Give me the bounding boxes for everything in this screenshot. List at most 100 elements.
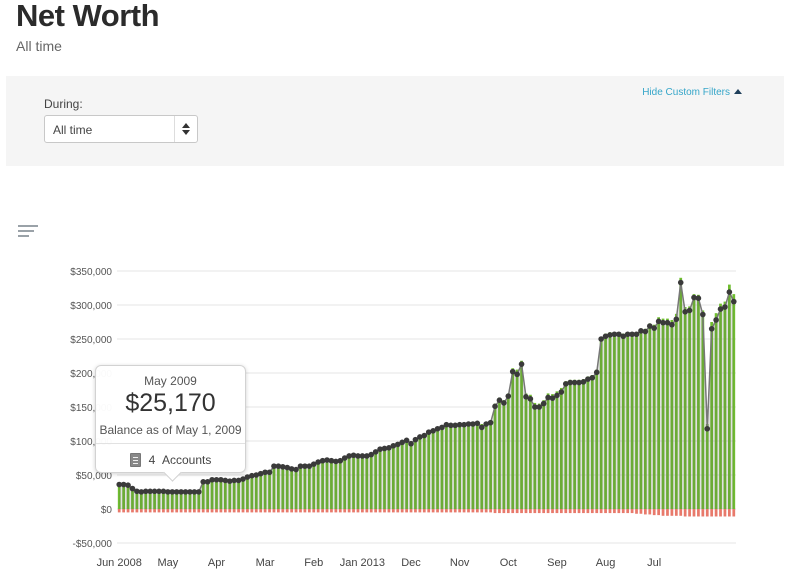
asset-bar xyxy=(400,441,404,509)
debt-bar xyxy=(246,509,249,513)
net-worth-point xyxy=(549,395,556,401)
net-worth-point xyxy=(646,323,653,329)
debt-bar xyxy=(705,509,709,517)
net-worth-point xyxy=(585,376,591,382)
up-down-arrows-icon xyxy=(182,123,190,135)
net-worth-point xyxy=(257,470,264,477)
net-worth-point xyxy=(240,476,246,482)
asset-bar xyxy=(714,313,718,509)
net-worth-point xyxy=(284,464,291,471)
asset-bar xyxy=(422,434,426,509)
tooltip-month: May 2009 xyxy=(144,374,197,388)
net-worth-point xyxy=(147,488,153,495)
net-worth-point xyxy=(271,463,277,469)
net-worth-point xyxy=(337,457,344,464)
y-tick-label: $300,000 xyxy=(70,301,112,312)
hide-custom-filters-label[interactable]: Hide Custom Filters xyxy=(642,87,730,98)
asset-bar xyxy=(378,447,382,509)
debt-bar xyxy=(117,509,121,513)
debt-bar xyxy=(197,509,201,513)
net-worth-point xyxy=(403,437,410,444)
asset-bar xyxy=(652,324,656,509)
asset-bar xyxy=(719,303,722,509)
net-worth-point xyxy=(244,474,251,480)
asset-bar xyxy=(321,459,324,509)
debt-bar xyxy=(374,509,378,513)
asset-bar xyxy=(533,402,537,509)
asset-bar xyxy=(219,477,223,509)
debt-bar xyxy=(661,509,665,516)
debt-bar xyxy=(515,509,519,514)
asset-bar xyxy=(692,294,696,509)
asset-bar xyxy=(396,443,400,509)
debt-bar xyxy=(630,509,634,514)
net-worth-point xyxy=(660,319,666,326)
tooltip-value: $25,170 xyxy=(125,389,216,417)
asset-bar xyxy=(723,301,727,509)
asset-bar xyxy=(250,473,254,509)
asset-bar xyxy=(697,294,700,509)
debt-bar xyxy=(564,509,568,514)
asset-bar xyxy=(312,462,316,509)
net-worth-point xyxy=(470,421,476,427)
debt-bar xyxy=(453,509,457,513)
net-worth-chart: $350,000 $300,000 $250,000 $200,000 $150,000… xyxy=(70,267,737,569)
debt-bar xyxy=(652,509,656,516)
net-worth-point xyxy=(567,379,573,386)
asset-bar xyxy=(179,490,183,509)
net-worth-point xyxy=(173,489,180,495)
asset-bar xyxy=(670,319,674,509)
asset-bar xyxy=(268,470,271,509)
asset-bar xyxy=(471,422,475,509)
net-worth-point xyxy=(138,489,145,495)
chart-options-icon[interactable] xyxy=(18,225,38,241)
debt-bar xyxy=(613,509,616,514)
net-worth-point xyxy=(412,436,419,443)
x-tick-label: Dec xyxy=(401,557,421,569)
asset-bar xyxy=(210,477,214,509)
debt-bar xyxy=(405,509,408,513)
net-worth-point xyxy=(682,309,688,315)
hide-custom-filters-link[interactable]: Hide Custom Filters xyxy=(642,87,742,98)
asset-bar xyxy=(188,490,192,509)
debt-bar xyxy=(546,509,550,514)
net-worth-point xyxy=(288,466,295,472)
asset-bar xyxy=(409,442,413,509)
net-worth-point xyxy=(213,476,220,483)
debt-bar xyxy=(586,509,590,514)
net-worth-point xyxy=(156,488,162,495)
debt-bar xyxy=(356,509,360,513)
debt-bar xyxy=(228,509,232,513)
asset-bar xyxy=(666,318,669,509)
asset-bar xyxy=(197,490,201,509)
debt-bar xyxy=(449,509,453,513)
asset-bar xyxy=(529,394,532,509)
net-worth-point xyxy=(280,464,286,470)
y-tick-label: $250,000 xyxy=(70,335,112,346)
debt-bar xyxy=(343,509,347,513)
asset-bar xyxy=(206,479,210,509)
debt-bar xyxy=(427,509,431,513)
net-worth-point xyxy=(545,394,551,401)
debt-bar xyxy=(617,509,621,514)
asset-bar xyxy=(343,456,347,509)
asset-bar xyxy=(511,368,515,509)
net-worth-point xyxy=(620,333,627,340)
net-worth-point xyxy=(169,489,176,495)
debt-bar xyxy=(294,509,298,513)
debt-bar xyxy=(727,509,731,517)
debt-bar xyxy=(723,509,727,517)
debt-bar xyxy=(489,509,492,513)
debt-bar xyxy=(206,509,210,513)
net-worth-point xyxy=(532,404,538,410)
debt-bar xyxy=(462,509,466,513)
net-worth-point xyxy=(439,424,445,431)
tooltip-accounts-link[interactable]: 4 Accounts xyxy=(96,453,245,467)
net-worth-point xyxy=(372,449,379,455)
debt-bar xyxy=(422,509,426,513)
net-worth-point xyxy=(399,439,405,446)
net-worth-point xyxy=(730,298,737,305)
during-select[interactable]: All time xyxy=(44,115,198,143)
asset-bar xyxy=(546,393,550,509)
debt-bar xyxy=(157,509,161,513)
